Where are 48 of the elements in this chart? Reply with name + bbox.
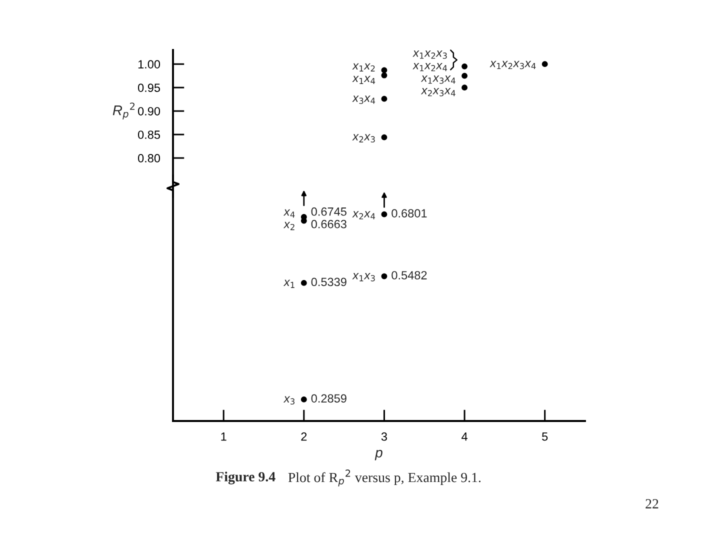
- annotation: x$_{1}$x$_{2}$x$_{3}$: [412, 50, 447, 59]
- x-tick-label: 3: [381, 432, 387, 441]
- point: [381, 72, 388, 78]
- x-tick-label: 2: [301, 432, 307, 441]
- data-label: 0.6663: [311, 220, 346, 228]
- point: [462, 72, 468, 79]
- annotation: x$_{3}$: [283, 396, 294, 405]
- point: [542, 61, 548, 68]
- x-axis-title: p: [374, 450, 382, 460]
- y-axis-title: R$_{p}$$^{2}$: [112, 102, 135, 120]
- point: [300, 396, 307, 402]
- annotation: x$_{2}$x$_{3}$x$_{4}$: [420, 88, 456, 96]
- y-tick-label: 1.00: [138, 60, 160, 68]
- y-tick-label: 0.85: [138, 130, 160, 139]
- text: Plot of R$_{p}$$^{2}$ versus p, Example 9.1.: [288, 470, 481, 486]
- data-label: 0.6801: [392, 209, 427, 218]
- annotation: x$_{2}$: [283, 222, 294, 230]
- point: [381, 96, 388, 102]
- point: [381, 67, 388, 74]
- annotation: x$_{1}$: [283, 280, 294, 288]
- annotation: x$_{1}$x$_{2}$x$_{3}$x$_{4}$: [490, 60, 536, 70]
- point: [462, 84, 468, 91]
- annotation: x$_{1}$x$_{3}$: [352, 273, 375, 282]
- data-label: 0.2859: [311, 394, 346, 403]
- point: [462, 63, 468, 70]
- annotation: x$_{1}$x$_{2}$: [352, 63, 375, 72]
- data-label: 0.6745: [311, 207, 346, 216]
- annotation: x$_{2}$x$_{4}$: [352, 211, 376, 220]
- point: [300, 280, 307, 286]
- y-tick-label: 0.90: [138, 107, 160, 116]
- data-label: 0.5482: [392, 271, 427, 280]
- data-label: 0.5339: [311, 278, 346, 286]
- text: 22: [646, 499, 658, 508]
- annotation: x$_{3}$x$_{4}$: [352, 96, 376, 104]
- annotation: x$_{1}$x$_{3}$x$_{4}$: [420, 75, 456, 84]
- x-tick-label: 1: [221, 432, 226, 441]
- annotation: x$_{1}$x$_{2}$x$_{4}$: [412, 62, 448, 72]
- point: [381, 273, 388, 280]
- y-tick-label: 0.80: [138, 154, 160, 162]
- annotation: x$_{2}$x$_{3}$: [352, 134, 375, 142]
- annotation: x$_{4}$: [283, 209, 295, 218]
- point: [381, 211, 388, 218]
- x-tick-label: 5: [542, 432, 548, 441]
- caption: Figure 9.4: [216, 472, 276, 484]
- point: [381, 134, 388, 140]
- x-tick-label: 4: [462, 432, 468, 441]
- y-tick-label: 0.95: [138, 84, 160, 92]
- annotation: x$_{1}$x$_{4}$: [352, 76, 376, 84]
